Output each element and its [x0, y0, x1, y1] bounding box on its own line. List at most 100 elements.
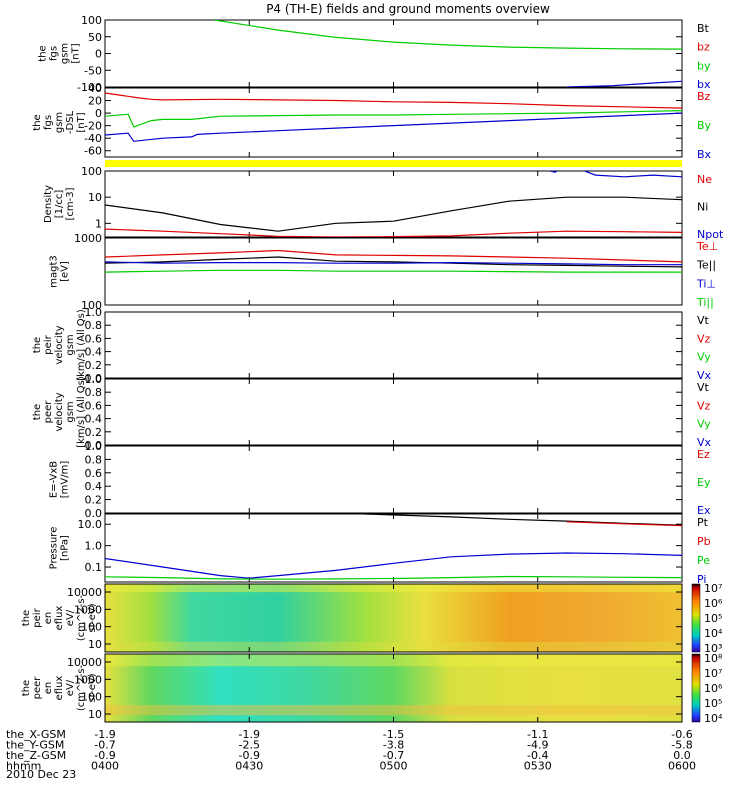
y-tick-label: 0.4: [85, 346, 103, 359]
panel-peer_eflux: 10⁸ 10⁷ 10⁶ 10⁵ 10⁴ 10000 1000 100 10 the peer en ef…: [21, 652, 723, 725]
legend-entry: Vz: [697, 399, 711, 412]
y-tick-label: 0.2: [85, 494, 103, 507]
series-group: [105, 249, 682, 273]
y-axis-label: the: [21, 680, 32, 696]
legend-entry: Vy: [697, 351, 711, 364]
x-tick-value: -0.7: [94, 739, 115, 752]
y-tick-label: 0.2: [85, 359, 103, 372]
series-Te⊥-line: [105, 249, 682, 263]
y-axis-label: [nT]: [71, 43, 82, 63]
colorbar-label: 10³: [704, 642, 722, 655]
y-axis-label: (cm^2-s-: [76, 664, 87, 711]
y-axis-label: [eV]: [60, 261, 71, 282]
series-group: [105, 514, 682, 580]
panel-pressure: 10.0 1.0 0.1 Pressure [nPa] Pt Pb Pe Pi: [49, 513, 711, 586]
y-tick-label: 100: [81, 14, 102, 27]
legend-entry: Te||: [696, 259, 716, 272]
y-tick-label: -100: [77, 81, 102, 94]
y-axis-label: sr-eV): [87, 673, 98, 702]
panel-frame: [104, 170, 683, 238]
x-axis-row-label: hhmm: [6, 760, 41, 773]
colorbar: [691, 583, 701, 653]
legend-entry: Npot: [697, 228, 724, 241]
y-tick-label: 0: [95, 107, 102, 120]
y-axis-label: peer: [32, 676, 43, 700]
y-tick-label: 0.0: [85, 439, 103, 452]
y-tick-label: 20: [88, 95, 102, 108]
y-tick-label: -50: [84, 64, 102, 77]
y-tick-label: 100: [81, 165, 102, 178]
x-tick-value: -1.9: [239, 728, 260, 741]
legend-entry: Pi: [697, 573, 706, 586]
y-axis-label: peer: [43, 400, 54, 424]
series-Ti||-line: [105, 269, 682, 273]
panel-temperature: 1000 100 magt3 [eV] Te⊥ Te|| Ti⊥ Ti||: [49, 232, 719, 312]
y-tick-label: 1.0: [85, 306, 103, 319]
flag-bar: [105, 160, 682, 167]
y-axis-label: [nPa]: [60, 535, 71, 561]
series-Ne-line: [105, 228, 682, 237]
x-tick-value: -4.9: [527, 739, 548, 752]
date-label: 2010 Dec 23: [6, 768, 76, 781]
series-Pt-line: [364, 514, 682, 526]
legend-entry: By: [697, 119, 712, 132]
y-tick-label: 0.0: [85, 507, 103, 520]
legend-entry: Pt: [697, 516, 709, 529]
y-axis-label: E=-VxB: [49, 461, 60, 498]
legend-entry: Ni: [697, 201, 708, 214]
legend-entry: Vy: [697, 418, 711, 431]
y-axis-label: fgs: [49, 46, 60, 61]
colorbar-label: 10⁸: [704, 652, 723, 665]
y-tick-label: -20: [84, 120, 102, 133]
series-bx-line: [566, 80, 682, 87]
x-tick-value: -5.8: [671, 739, 692, 752]
colorbar-label: 10⁵: [704, 697, 722, 710]
colorbar-label: 10⁶: [704, 682, 723, 695]
heatmap-field: [105, 584, 682, 652]
y-tick-label: 0.2: [85, 426, 103, 439]
panel-frame: [104, 378, 683, 446]
y-axis-label: the: [32, 337, 43, 353]
series-Bz-line: [105, 92, 682, 109]
legend-entry: Bx: [697, 148, 712, 161]
y-axis-label: gsm: [54, 112, 65, 133]
y-axis-label: magt3: [49, 255, 60, 288]
y-tick-label: 1.0: [85, 440, 103, 453]
y-tick-label: 40: [88, 82, 102, 95]
y-axis-label: eV/: [65, 609, 76, 626]
y-axis-label: gsm: [65, 401, 76, 422]
y-tick-label: 0.6: [85, 332, 103, 345]
legend-entry: Pb: [697, 535, 711, 548]
y-tick-label: 0.6: [85, 399, 103, 412]
y-axis-label: the: [21, 610, 32, 626]
series-By-line: [105, 110, 682, 128]
series-Pb-line: [566, 521, 682, 527]
colorbar-label: 10⁶: [704, 597, 723, 610]
y-tick-label: 1.0: [85, 373, 103, 386]
y-tick-label: 10000: [67, 656, 102, 669]
legend-entry: Te⊥: [696, 240, 718, 253]
y-tick-label: 1000: [74, 603, 102, 616]
y-axis-label: eV/: [65, 679, 76, 696]
series-Ni-line: [105, 196, 682, 232]
panel-peir_eflux: 10⁷ 10⁶ 10⁵ 10⁴ 10³ 10000 1000 100 10 the peir en ef…: [21, 582, 723, 655]
x-tick-value: -1.5: [383, 728, 404, 741]
legend-entry: by: [697, 59, 711, 72]
y-tick-label: 1: [95, 217, 102, 230]
y-axis-label: [mV/m]: [60, 461, 71, 499]
panel-fgs_gsm: 100 50 0 -50 -100 the fgs gsm [nT] Bt bz by bx: [38, 14, 711, 94]
x-tick-value: -0.7: [383, 749, 404, 762]
y-tick-label: -60: [84, 145, 102, 158]
y-axis-label: gsm: [65, 334, 76, 355]
legend-entry: Ti||: [696, 296, 714, 309]
y-axis-label: en: [43, 682, 54, 695]
x-axis-row-label: the_Z-GSM: [6, 749, 66, 762]
x-tick-value: 0600: [668, 760, 696, 773]
y-tick-label: 0.8: [85, 386, 103, 399]
colorbar: [691, 653, 701, 723]
y-axis-label: -DSL: [65, 110, 76, 134]
